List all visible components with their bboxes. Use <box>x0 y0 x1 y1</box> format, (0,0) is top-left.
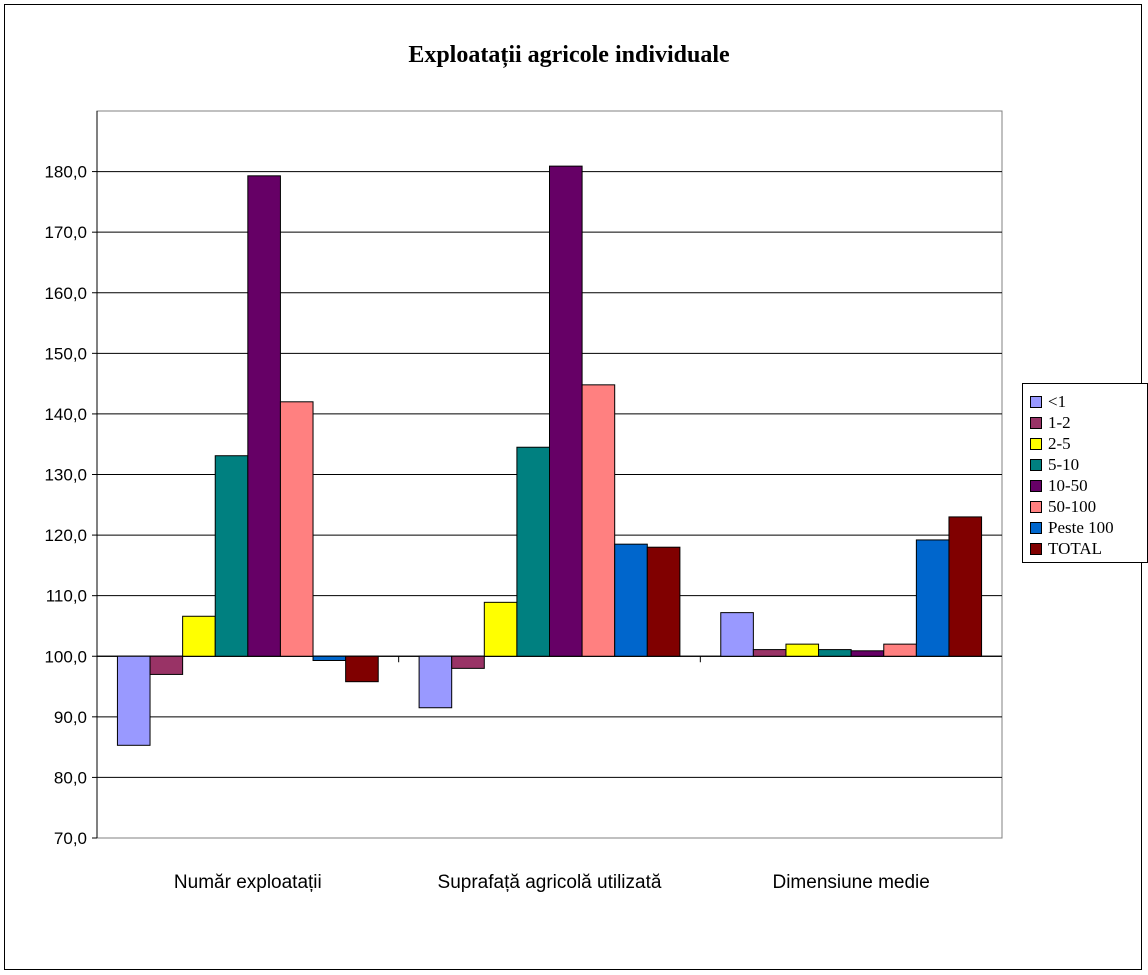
y-tick-label: 120,0 <box>44 526 87 545</box>
legend-item: 50-100 <box>1030 496 1147 517</box>
legend-item: Peste 100 <box>1030 517 1147 538</box>
bar <box>483 601 518 657</box>
bar <box>247 175 281 657</box>
bar <box>883 643 917 657</box>
y-tick-label: 130,0 <box>44 466 87 485</box>
category-label: Număr exploatații <box>174 872 322 893</box>
bar <box>182 615 216 657</box>
legend-label: TOTAL <box>1048 538 1103 558</box>
bar <box>214 455 249 657</box>
category-label: Suprafață agricolă utilizată <box>438 872 662 893</box>
bar <box>312 655 347 661</box>
y-tick-label: 180,0 <box>44 163 87 182</box>
bar <box>752 649 787 657</box>
y-tick-label: 90,0 <box>54 708 87 727</box>
y-tick-label: 110,0 <box>46 587 87 606</box>
legend-item: 1-2 <box>1030 412 1147 433</box>
legend-swatch <box>1030 416 1042 429</box>
legend-label: <1 <box>1048 391 1067 411</box>
legend-swatch <box>1030 395 1042 408</box>
legend-label: Peste 100 <box>1048 517 1114 537</box>
bar <box>785 643 820 657</box>
y-tick-label: 160,0 <box>44 284 87 303</box>
y-tick-label: 70,0 <box>54 829 87 848</box>
bar <box>948 516 983 657</box>
bar <box>614 543 648 657</box>
bar <box>451 655 485 669</box>
bar <box>646 546 681 657</box>
bar <box>915 539 950 657</box>
legend-label: 1-2 <box>1048 412 1071 432</box>
y-tick-label: 150,0 <box>44 344 87 363</box>
legend-item: 10-50 <box>1030 475 1147 496</box>
bar <box>549 165 583 657</box>
legend-swatch <box>1030 479 1042 492</box>
bar <box>149 655 184 675</box>
legend-swatch <box>1030 437 1042 450</box>
legend: <1 1-2 2-5 5-10 10-50 50-100 Peste 100 TOTAL <box>1022 383 1148 563</box>
y-tick-label: 100,0 <box>44 647 87 666</box>
legend-swatch <box>1030 521 1042 534</box>
category-label: Dimensiune medie <box>772 872 929 893</box>
legend-item: 2-5 <box>1030 433 1147 454</box>
bar <box>279 401 314 657</box>
legend-item: TOTAL <box>1030 538 1147 559</box>
legend-item: 5-10 <box>1030 454 1147 475</box>
legend-label: 5-10 <box>1048 454 1080 474</box>
bar <box>818 649 852 657</box>
bar <box>345 655 379 683</box>
bar <box>516 446 551 657</box>
legend-label: 10-50 <box>1048 475 1088 495</box>
legend-label: 50-100 <box>1048 496 1097 516</box>
legend-swatch <box>1030 542 1042 555</box>
y-tick-label: 170,0 <box>44 223 87 242</box>
y-tick-label: 140,0 <box>44 405 87 424</box>
bar <box>850 650 885 657</box>
bar <box>116 655 151 746</box>
legend-swatch <box>1030 458 1042 471</box>
legend-swatch <box>1030 500 1042 513</box>
legend-label: 2-5 <box>1048 433 1071 453</box>
bar <box>418 655 453 709</box>
y-tick-label: 80,0 <box>54 768 87 787</box>
bar <box>720 612 754 657</box>
bar <box>581 384 616 657</box>
legend-item: <1 <box>1030 391 1147 412</box>
chart-title: Exploatații agricole individuale <box>408 42 730 68</box>
